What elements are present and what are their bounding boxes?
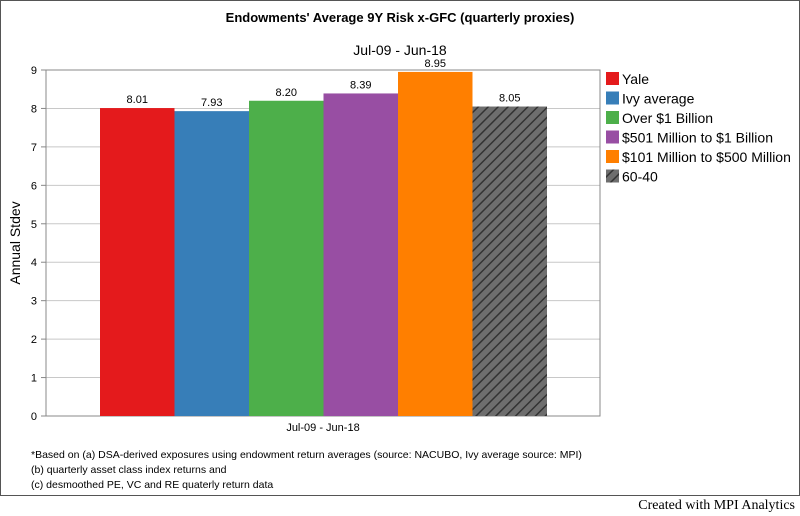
- bar-value-labels: 8.01 7.93 8.20 8.39 8.95 8.05: [127, 58, 521, 109]
- legend-swatch-0: [606, 72, 619, 85]
- credit-text: Created with MPI Analytics: [638, 498, 795, 513]
- y-tick-label: 7: [31, 142, 37, 154]
- y-tick-label: 5: [31, 219, 37, 231]
- bar-label-1: 7.93: [201, 97, 222, 109]
- legend: Yale Ivy average Over $1 Billion $501 Milli…: [606, 71, 791, 185]
- x-category-label: Jul-09 - Jun-18: [286, 422, 359, 434]
- bar-label-4: 8.95: [425, 58, 446, 70]
- legend-label-0: Yale: [622, 71, 649, 87]
- bar-3: [323, 93, 398, 416]
- bar-label-5: 8.05: [499, 93, 520, 105]
- chart-title: Endowments' Average 9Y Risk x-GFC (quart…: [226, 10, 575, 25]
- legend-swatch-5: [606, 169, 619, 183]
- bar-label-0: 8.01: [127, 94, 148, 106]
- y-tick-label: 4: [31, 257, 37, 269]
- bar-1: [174, 111, 249, 416]
- legend-label-1: Ivy average: [622, 91, 695, 107]
- y-tick-label: 1: [31, 373, 37, 385]
- legend-swatch-3: [606, 130, 619, 144]
- y-axis-label: Annual Stdev: [7, 201, 23, 284]
- bar-label-2: 8.20: [276, 87, 297, 99]
- legend-swatch-1: [606, 91, 619, 105]
- y-tick-label: 2: [31, 334, 37, 346]
- y-tick-label: 0: [31, 411, 37, 423]
- bar-2: [249, 100, 324, 416]
- bar-4: [398, 71, 473, 416]
- y-tick-label: 6: [31, 180, 37, 192]
- bars-group: [100, 71, 547, 417]
- legend-swatch-2: [606, 111, 619, 124]
- chart-subtitle: Jul-09 - Jun-18: [353, 42, 447, 58]
- bar-0: [100, 108, 175, 416]
- legend-label-2: Over $1 Billion: [622, 110, 713, 126]
- y-axis-ticks: 0 1 2 3 4 5 6 7 8 9: [31, 65, 46, 423]
- y-tick-label: 9: [31, 65, 37, 77]
- legend-label-5: 60-40: [622, 169, 658, 185]
- legend-label-3: $501 Million to $1 Billion: [622, 130, 773, 146]
- bar-chart: Endowments' Average 9Y Risk x-GFC (quart…: [7, 10, 791, 434]
- bar-5: [472, 106, 547, 417]
- footnote-a: *Based on (a) DSA-derived exposures usin…: [31, 449, 582, 461]
- footnote-c: (c) desmoothed PE, VC and RE quaterly re…: [31, 479, 274, 491]
- y-tick-label: 3: [31, 296, 37, 308]
- bar-label-3: 8.39: [350, 79, 371, 91]
- y-tick-label: 8: [31, 103, 37, 115]
- footnote-b: (b) quarterly asset class index returns …: [31, 464, 227, 476]
- legend-label-4: $101 Million to $500 Million: [622, 149, 791, 165]
- legend-swatch-4: [606, 150, 619, 163]
